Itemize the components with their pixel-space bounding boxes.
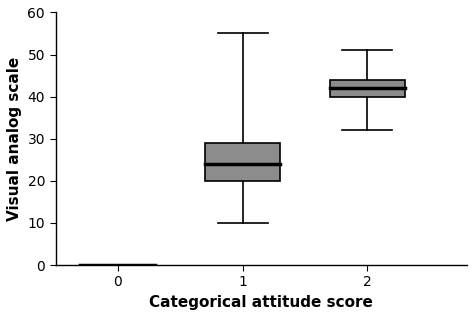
- Y-axis label: Visual analog scale: Visual analog scale: [7, 57, 22, 221]
- X-axis label: Categorical attitude score: Categorical attitude score: [149, 295, 373, 310]
- Bar: [330, 80, 405, 97]
- Bar: [205, 143, 280, 181]
